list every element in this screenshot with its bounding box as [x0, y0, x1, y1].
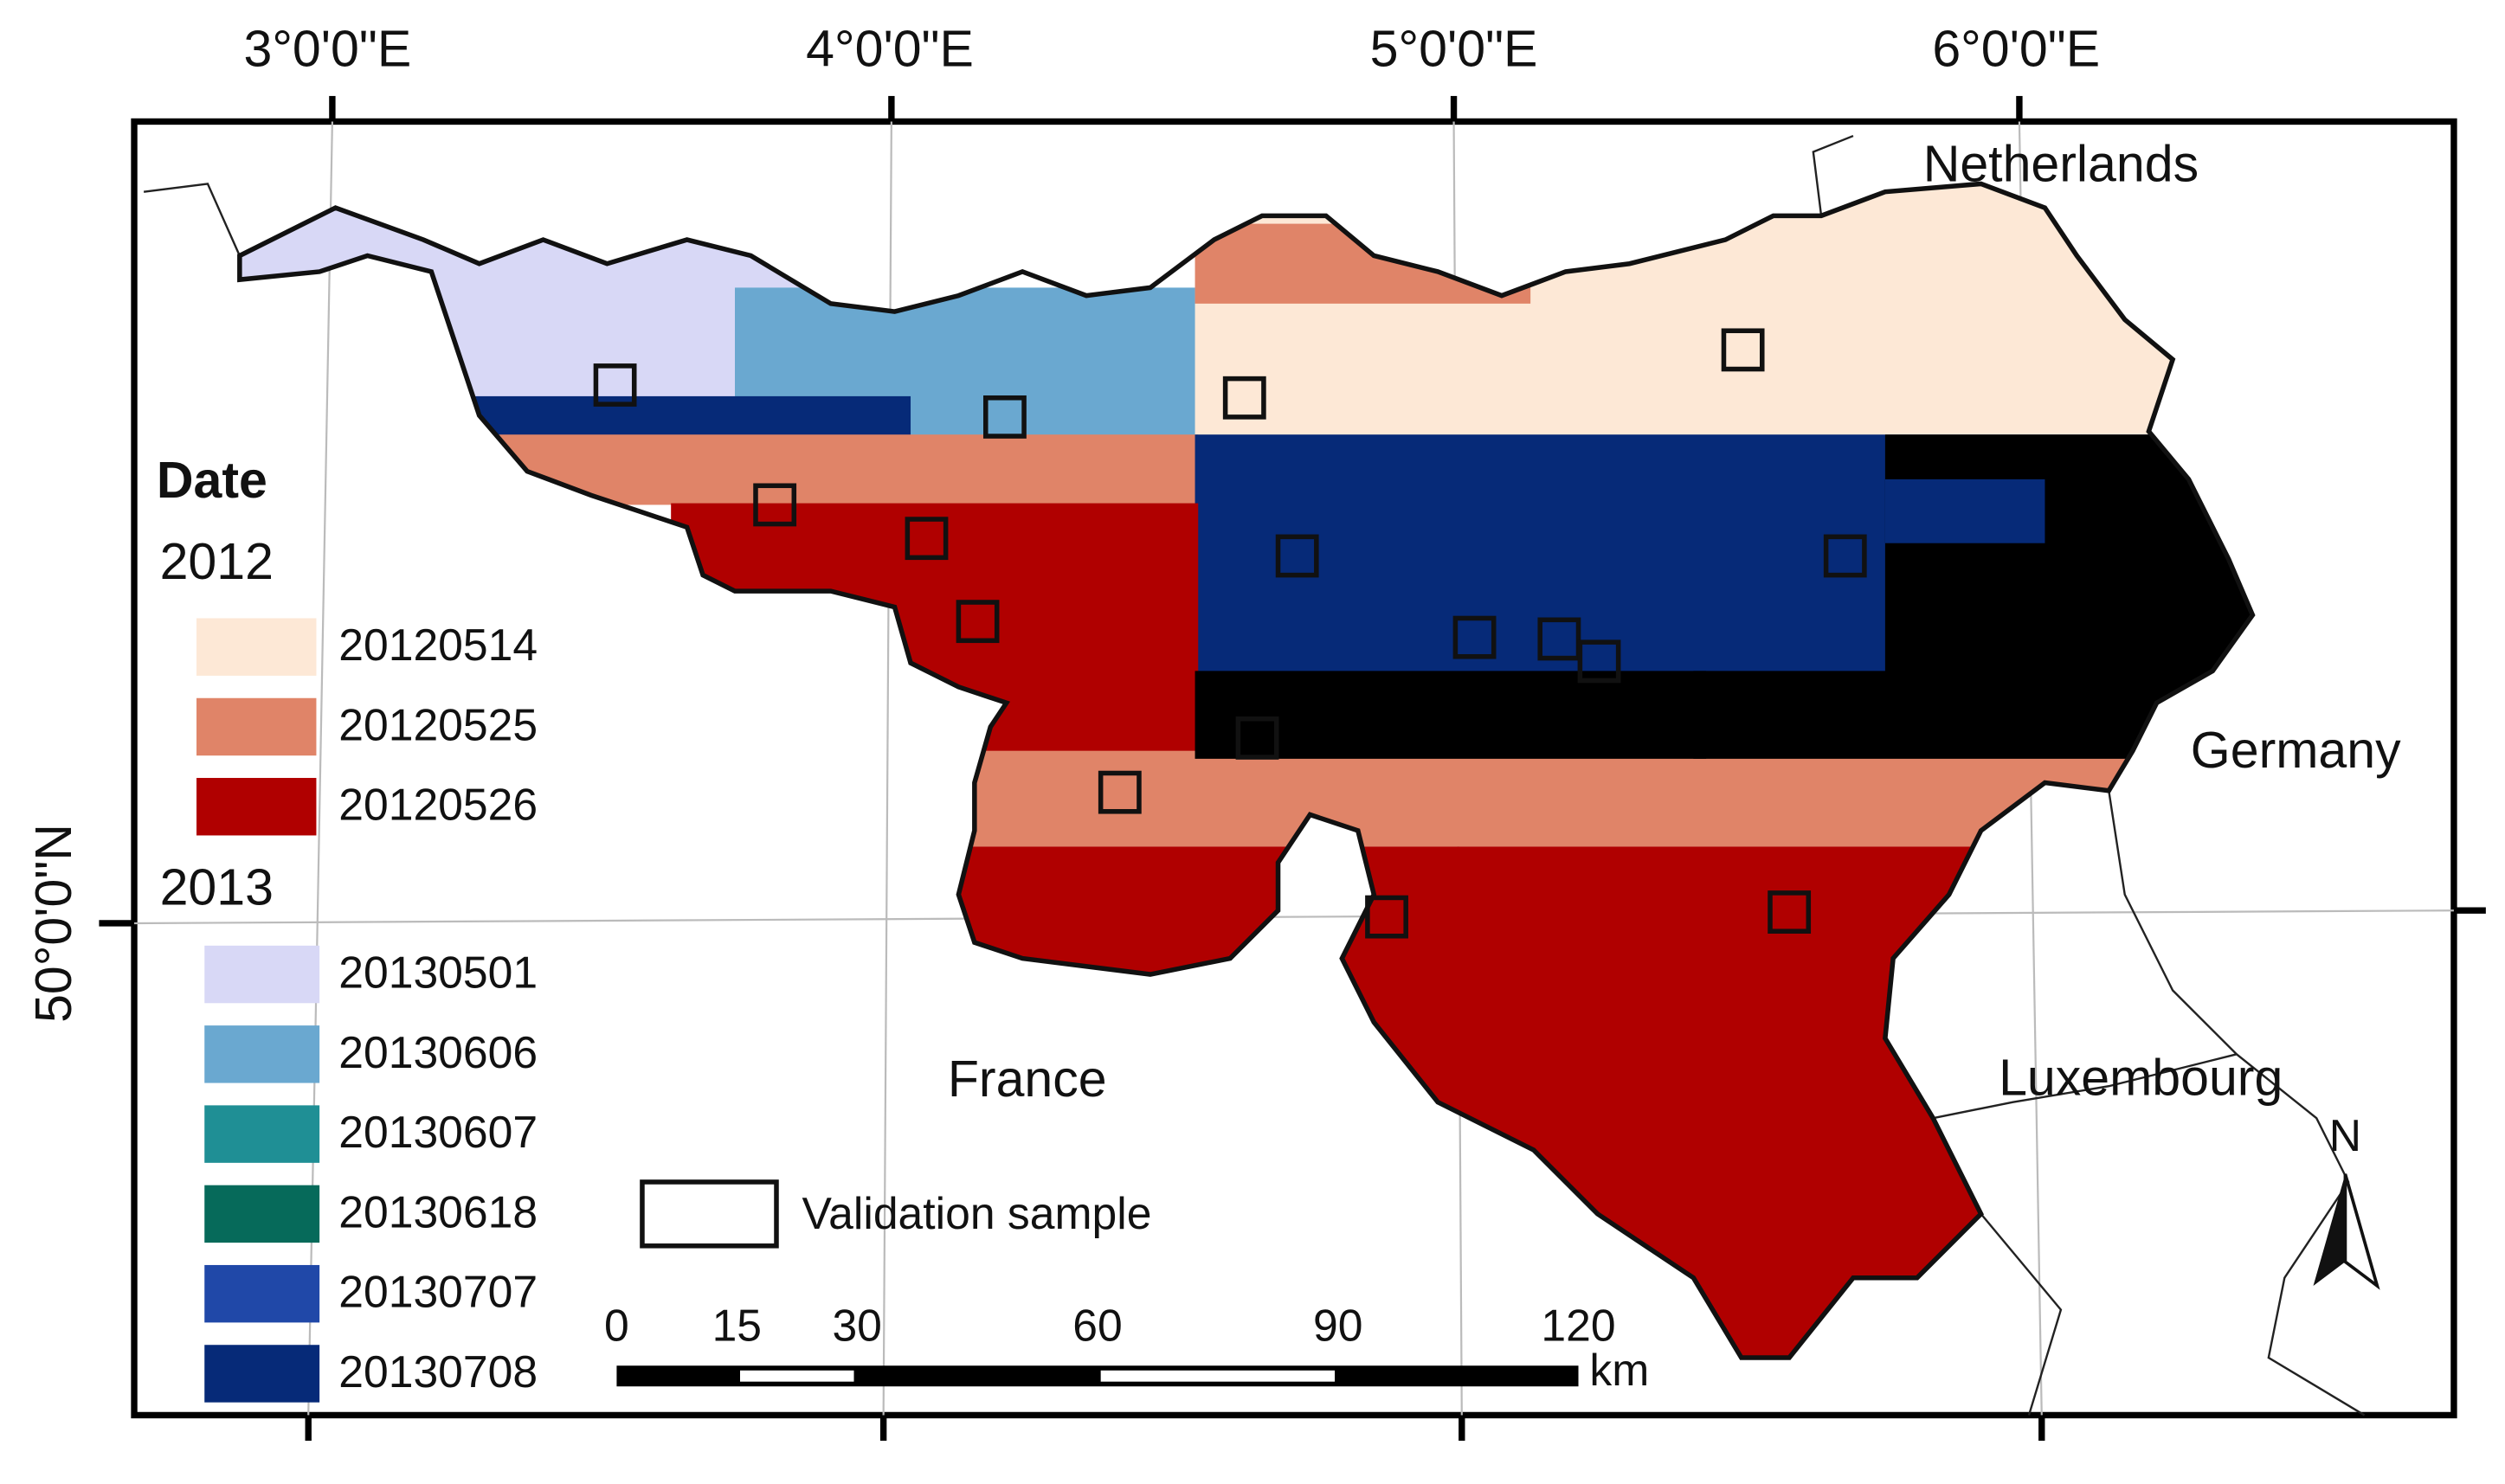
scale-bar-segment [1100, 1370, 1336, 1382]
scale-unit: km [1589, 1345, 1649, 1395]
country-label: Germany [2191, 722, 2401, 779]
scale-tick-label: 120 [1541, 1300, 1615, 1350]
legend-swatch [204, 1025, 320, 1083]
country-label: Luxembourg [1999, 1049, 2283, 1106]
north-label: N [2329, 1110, 2361, 1160]
latitude-label: 50°0'0"N [25, 824, 82, 1023]
validation-square [1235, 716, 1279, 760]
country-borders [143, 134, 2366, 1417]
longitude-label: 3°0'0"E [243, 21, 411, 78]
legend-swatch [204, 945, 320, 1004]
legend-label: 20130708 [338, 1346, 538, 1397]
date-region [447, 395, 911, 437]
scale-bar-segment [740, 1370, 854, 1382]
scale-bar: km 0 15 30 60 90 120 [604, 1300, 1649, 1395]
date-region [1195, 671, 1707, 759]
longitude-label: 6°0'0"E [1932, 21, 2100, 78]
scale-tick-label: 90 [1313, 1300, 1362, 1350]
north-arrow: N [2313, 1110, 2380, 1290]
scale-tick-label: 60 [1072, 1300, 1122, 1350]
validation-square [956, 600, 1000, 644]
longitude-label: 5°0'0"E [1370, 21, 1538, 78]
country-label: France [948, 1050, 1107, 1108]
scale-tick-label: 0 [604, 1300, 629, 1350]
validation-square [905, 517, 949, 561]
scale-tick-label: 30 [832, 1300, 881, 1350]
legend-swatch [204, 1105, 320, 1163]
legend-group-label: 2012 [160, 533, 274, 590]
validation-square [1721, 328, 1765, 372]
legend-label: 20120525 [338, 699, 538, 749]
legend-swatch [204, 1264, 320, 1323]
validation-square [1823, 534, 1867, 578]
legend: Date Validation sample 2012 20120514 20120… [157, 452, 1152, 1403]
longitude-label: 4°0'0"E [806, 21, 974, 78]
validation-square [1365, 895, 1408, 939]
validation-square [1222, 376, 1266, 420]
sample-swatch [640, 1179, 779, 1249]
validation-square [753, 483, 797, 527]
legend-swatch [196, 697, 317, 756]
scale-bar-body [616, 1365, 1579, 1387]
legend-label: 20130607 [338, 1107, 538, 1157]
validation-samples [593, 328, 1867, 939]
legend-label: 20120526 [338, 780, 538, 830]
graticule-ticks [99, 95, 2486, 1441]
legend-swatch [196, 778, 317, 836]
scale-tick-label: 15 [712, 1300, 762, 1350]
legend-group-label: 2013 [160, 859, 274, 916]
validation-square [1577, 639, 1621, 684]
validation-square [983, 395, 1027, 439]
validation-square [1537, 617, 1581, 661]
date-region [1884, 479, 2045, 543]
country-label: Netherlands [1923, 136, 2199, 193]
legend-title: Date [157, 452, 267, 509]
validation-square [593, 363, 637, 407]
legend-label: 20130707 [338, 1267, 538, 1317]
validation-square [1098, 770, 1142, 814]
legend-label: 20130606 [338, 1027, 538, 1077]
legend-swatch [204, 1345, 320, 1403]
validation-square [1452, 615, 1497, 659]
legend-label: 20130501 [338, 948, 538, 998]
legend-label: 20130618 [338, 1186, 538, 1237]
legend-label: 20120514 [338, 620, 538, 670]
validation-square [1768, 890, 1812, 934]
validation-square [1275, 534, 1319, 578]
legend-swatch [204, 1185, 320, 1243]
sample-label: Validation sample [802, 1188, 1152, 1238]
legend-swatch [196, 618, 317, 676]
